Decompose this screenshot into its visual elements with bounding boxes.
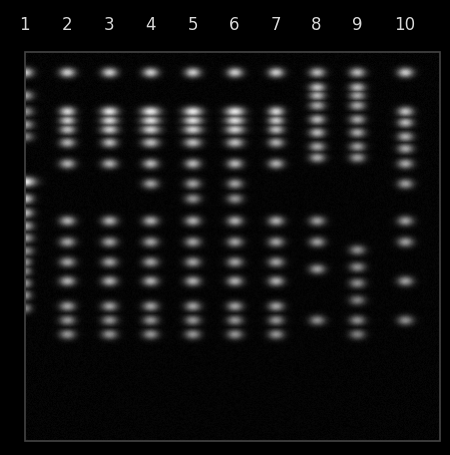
- Text: 3: 3: [104, 16, 115, 34]
- Text: 6: 6: [229, 16, 239, 34]
- Text: 7: 7: [270, 16, 281, 34]
- Text: 9: 9: [351, 16, 362, 34]
- Text: 1: 1: [19, 16, 30, 34]
- Text: 5: 5: [187, 16, 198, 34]
- Text: 8: 8: [311, 16, 322, 34]
- Text: 10: 10: [395, 16, 415, 34]
- Text: 4: 4: [145, 16, 156, 34]
- Text: 2: 2: [62, 16, 73, 34]
- Bar: [25, 52, 440, 441]
